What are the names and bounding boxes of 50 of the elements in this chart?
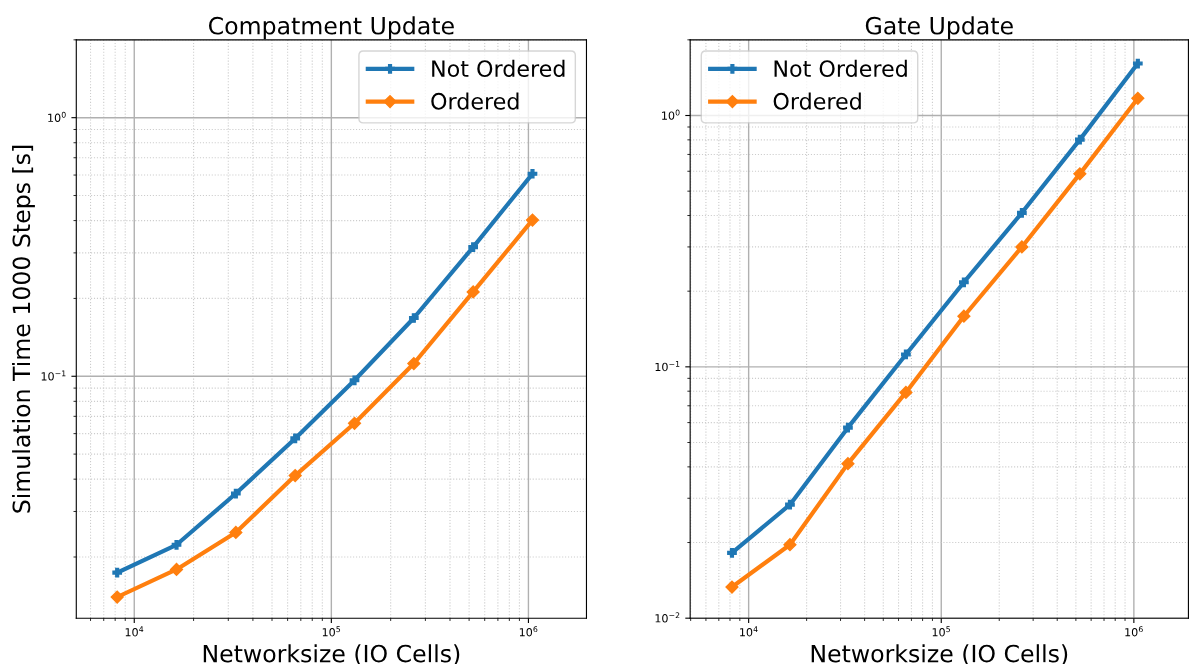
point [783,538,797,552]
point [1132,58,1143,69]
point [527,168,538,179]
point [110,590,124,604]
point [408,313,419,323]
point [290,433,301,444]
x-tick-label: 10$^{4}$ [125,626,144,637]
point [169,562,184,577]
y-tick-label: 10$^{0}$ [662,109,680,120]
point [407,356,421,371]
x-tick-label: 10$^{5}$ [932,626,950,637]
point [466,285,480,299]
point [901,349,911,360]
point [347,416,362,430]
point [843,422,853,433]
point [112,567,123,578]
x-tick-label: 10$^{4}$ [740,626,758,637]
point [230,488,241,499]
point [785,499,795,510]
point [288,468,302,483]
legend-label: Ordered [431,92,519,110]
chart-title: Gate Update [865,16,1013,40]
point [725,580,739,594]
y-tick-label: 10$^{−1}$ [655,361,680,372]
point [349,375,360,386]
point [1017,207,1027,218]
point [841,457,855,471]
point [1074,134,1085,145]
point [957,309,971,323]
point [171,539,182,550]
x-tick-label: 10$^{6}$ [1125,626,1143,637]
y-axis-title: Simulation Time 1000 Steps [s] [12,145,35,513]
y-tick-label: 10$^{−2}$ [655,612,680,623]
legend-label: Not Ordered [432,59,565,78]
chart-title: Compatment Update [208,16,454,40]
point [1073,167,1087,181]
x-tick-label: 10$^{5}$ [322,626,341,637]
point [1131,91,1145,105]
point [959,277,969,288]
y-tick-label: 10$^{0}$ [48,111,66,122]
point [727,547,737,558]
x-tick-label: 10$^{6}$ [519,626,538,637]
legend-label: Not Ordered [774,59,907,78]
point [468,242,479,252]
point [1015,240,1029,254]
y-tick-label: 10$^{−1}$ [41,370,66,381]
point [229,525,243,539]
legend-label: Ordered [773,92,861,110]
point [525,213,540,227]
point [899,385,913,400]
